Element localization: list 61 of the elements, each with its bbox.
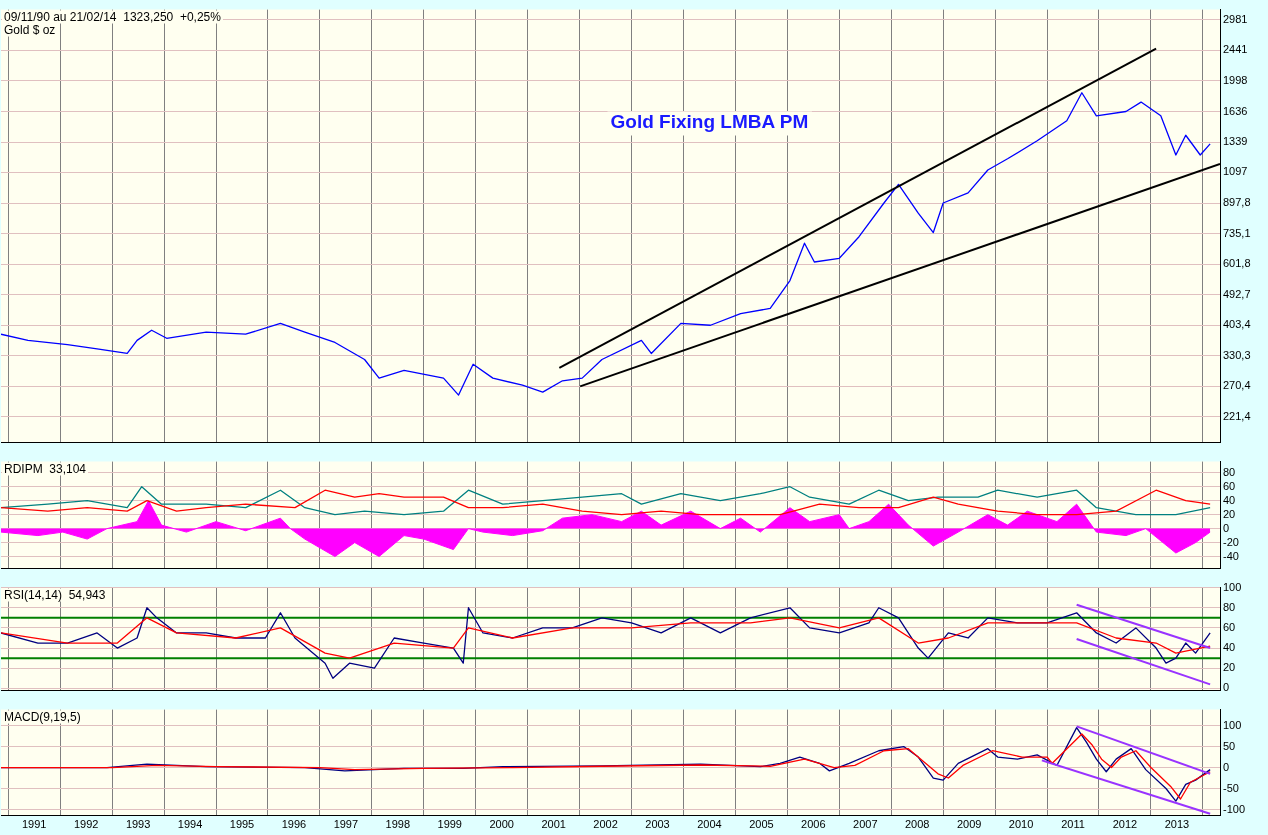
y-tick-label: 1097: [1223, 165, 1248, 178]
y-tick-label: 80: [1223, 600, 1236, 613]
x-tick-label: 2012: [1112, 818, 1138, 831]
annotation: RSI(14,14) 54,943: [4, 587, 106, 602]
annotation: 09/11/90 au 21/02/14 1323,250 +0,25%: [4, 9, 222, 24]
y-tick-label: 403,4: [1223, 318, 1251, 331]
y-tick-label: 270,4: [1223, 379, 1251, 392]
y-tick-label: -20: [1223, 535, 1239, 548]
x-tick-label: 2001: [541, 818, 566, 831]
y-tick-label: 60: [1223, 479, 1236, 492]
x-tick-label: 2013: [1164, 818, 1190, 831]
x-tick-label: 2006: [801, 818, 826, 831]
x-tick-label: 2011: [1061, 818, 1085, 831]
x-tick-label: 2010: [1008, 818, 1034, 831]
y-tick-label: 60: [1223, 620, 1236, 633]
x-tick-label: 1999: [437, 818, 462, 831]
y-tick-label: 20: [1223, 507, 1236, 520]
x-tick-label: 1997: [333, 818, 359, 831]
y-tick-label: 221,4: [1223, 409, 1251, 422]
x-tick-label: 2009: [956, 818, 982, 831]
y-tick-label: 735,1: [1223, 226, 1251, 239]
text: Gold Fixing LMBA PM: [610, 111, 809, 133]
x-tick-label: 1996: [281, 818, 307, 831]
y-tick-label: 1636: [1223, 104, 1248, 117]
x-tick-label: 2004: [697, 818, 722, 831]
x-tick-label: 1994: [177, 818, 203, 831]
y-tick-label: 40: [1223, 641, 1236, 654]
y-tick-label: 100: [1223, 580, 1242, 593]
x-tick-label: 1993: [125, 818, 151, 831]
y-tick-label: 40: [1223, 493, 1236, 506]
y-tick-label: 1998: [1223, 74, 1248, 87]
y-tick-label: 0: [1223, 760, 1230, 773]
y-tick-label: 492,7: [1223, 287, 1251, 300]
x-tick-label: 2002: [593, 818, 618, 831]
x-tick-label: 1995: [229, 818, 255, 831]
x-tick-label: 1992: [73, 818, 99, 831]
annotation: Gold $ oz: [4, 22, 56, 37]
x-tick-label: 2000: [489, 818, 514, 831]
y-tick-label: -40: [1223, 549, 1239, 562]
annotation: MACD(9,19,5): [4, 709, 81, 724]
x-tick-label: 1998: [385, 818, 411, 831]
annotation: RDIPM 33,104: [4, 461, 87, 476]
y-tick-label: 2981: [1223, 12, 1248, 25]
x-tick-label: 2008: [904, 818, 930, 831]
x-tick-label: 2007: [853, 818, 878, 831]
y-tick-label: 20: [1223, 661, 1236, 674]
x-tick-label: 2005: [749, 818, 774, 831]
y-tick-label: 601,8: [1223, 257, 1251, 270]
y-tick-label: 50: [1223, 739, 1236, 752]
y-tick-label: 100: [1223, 718, 1242, 731]
y-tick-label: 2441: [1223, 43, 1248, 56]
y-tick-label: 0: [1223, 681, 1230, 694]
y-tick-label: 897,8: [1223, 196, 1251, 209]
y-tick-label: 1339: [1223, 135, 1248, 148]
y-tick-label: -50: [1223, 781, 1239, 794]
y-tick-label: -100: [1223, 802, 1246, 815]
y-tick-label: 0: [1223, 521, 1230, 534]
x-tick-label: 2003: [645, 818, 670, 831]
x-tick-label: 1991: [22, 818, 47, 831]
y-tick-label: 330,3: [1223, 348, 1251, 361]
y-tick-label: 80: [1223, 465, 1236, 478]
